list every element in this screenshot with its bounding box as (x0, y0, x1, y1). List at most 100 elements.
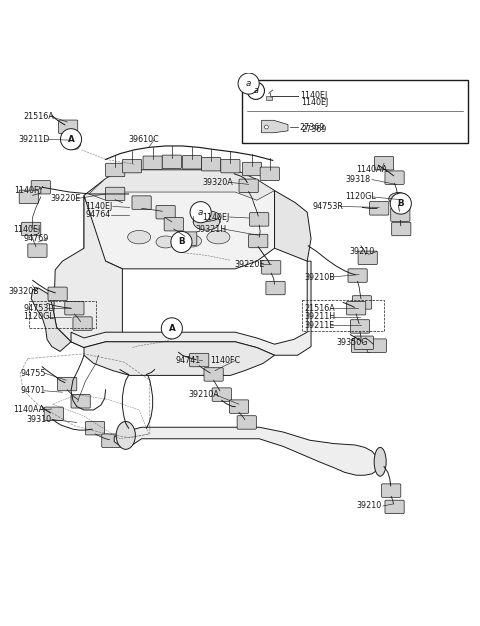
Polygon shape (262, 120, 288, 133)
FancyBboxPatch shape (250, 213, 269, 226)
Text: 39310: 39310 (26, 415, 51, 424)
Text: 1140EJ: 1140EJ (301, 98, 329, 107)
Text: 1140EJ: 1140EJ (85, 202, 113, 211)
Ellipse shape (193, 211, 219, 222)
FancyBboxPatch shape (391, 208, 410, 222)
Circle shape (264, 125, 268, 129)
FancyBboxPatch shape (22, 222, 41, 236)
FancyBboxPatch shape (59, 120, 78, 133)
FancyBboxPatch shape (58, 377, 77, 391)
Polygon shape (84, 170, 275, 269)
FancyBboxPatch shape (229, 400, 249, 413)
Ellipse shape (128, 230, 151, 244)
Text: 39210B: 39210B (305, 272, 336, 282)
FancyBboxPatch shape (106, 187, 125, 201)
FancyBboxPatch shape (65, 302, 84, 315)
FancyBboxPatch shape (221, 160, 240, 173)
Text: 1120GL: 1120GL (23, 312, 54, 321)
FancyBboxPatch shape (132, 196, 151, 209)
FancyBboxPatch shape (71, 394, 90, 408)
Text: 21516A: 21516A (305, 304, 336, 313)
Text: 94769: 94769 (24, 234, 49, 243)
Text: 39610C: 39610C (129, 135, 159, 144)
Ellipse shape (207, 230, 230, 244)
Polygon shape (63, 131, 81, 150)
FancyBboxPatch shape (102, 434, 121, 448)
Polygon shape (31, 288, 71, 351)
FancyBboxPatch shape (242, 162, 262, 176)
FancyBboxPatch shape (237, 416, 256, 429)
Text: 39210: 39210 (349, 247, 375, 256)
Text: 1140AA: 1140AA (356, 165, 387, 173)
Text: B: B (178, 237, 185, 247)
FancyBboxPatch shape (143, 156, 162, 170)
Text: A: A (168, 324, 175, 333)
Polygon shape (54, 195, 122, 347)
Text: 21516A: 21516A (23, 111, 54, 121)
FancyBboxPatch shape (260, 167, 279, 180)
FancyBboxPatch shape (385, 171, 404, 185)
Text: 39321H: 39321H (196, 225, 227, 233)
Text: A: A (68, 135, 74, 144)
Text: 39320B: 39320B (9, 287, 39, 296)
Bar (266, 96, 272, 100)
Text: 94764: 94764 (85, 210, 111, 219)
Text: 94701: 94701 (20, 386, 46, 395)
FancyBboxPatch shape (266, 281, 285, 295)
FancyBboxPatch shape (28, 244, 47, 257)
FancyBboxPatch shape (392, 222, 411, 236)
FancyBboxPatch shape (48, 287, 67, 300)
FancyBboxPatch shape (239, 179, 258, 193)
Circle shape (238, 73, 259, 94)
Ellipse shape (116, 421, 135, 449)
Polygon shape (275, 190, 311, 261)
FancyBboxPatch shape (348, 269, 367, 282)
FancyBboxPatch shape (202, 158, 221, 171)
FancyBboxPatch shape (182, 155, 202, 169)
Text: a: a (253, 86, 258, 95)
Text: a: a (246, 79, 252, 88)
Text: 1140FC: 1140FC (210, 356, 240, 364)
FancyBboxPatch shape (31, 180, 50, 194)
Text: 39210A: 39210A (188, 390, 219, 399)
Ellipse shape (182, 235, 202, 247)
FancyBboxPatch shape (249, 234, 268, 248)
Ellipse shape (374, 448, 386, 476)
Text: 1140EJ: 1140EJ (13, 225, 41, 235)
Polygon shape (84, 342, 275, 376)
Circle shape (171, 232, 192, 252)
FancyBboxPatch shape (374, 156, 394, 170)
Circle shape (161, 318, 182, 339)
FancyBboxPatch shape (178, 232, 197, 245)
Circle shape (247, 82, 264, 100)
FancyBboxPatch shape (367, 339, 386, 352)
Circle shape (60, 129, 82, 150)
Text: 39211E: 39211E (305, 321, 335, 330)
FancyBboxPatch shape (44, 407, 63, 421)
Polygon shape (71, 261, 311, 355)
Text: 94753L: 94753L (23, 304, 53, 313)
FancyBboxPatch shape (204, 367, 223, 381)
Text: 39220E: 39220E (234, 260, 264, 269)
FancyBboxPatch shape (162, 155, 181, 168)
Text: a: a (198, 208, 204, 217)
Polygon shape (89, 170, 275, 200)
FancyBboxPatch shape (19, 190, 38, 203)
FancyBboxPatch shape (385, 500, 404, 514)
Text: 39350G: 39350G (336, 338, 368, 347)
Text: 94741: 94741 (175, 356, 201, 364)
FancyBboxPatch shape (73, 317, 92, 331)
Polygon shape (114, 427, 379, 475)
FancyBboxPatch shape (347, 302, 366, 315)
Text: B: B (397, 199, 404, 208)
FancyBboxPatch shape (370, 202, 389, 215)
Ellipse shape (156, 236, 175, 248)
FancyBboxPatch shape (85, 421, 105, 435)
FancyBboxPatch shape (350, 320, 370, 333)
Text: 39210: 39210 (356, 501, 382, 510)
Ellipse shape (193, 213, 219, 230)
Text: 27369: 27369 (299, 123, 324, 131)
Text: 1140AA: 1140AA (13, 406, 45, 414)
Text: 27369: 27369 (301, 125, 327, 134)
FancyBboxPatch shape (358, 251, 377, 265)
